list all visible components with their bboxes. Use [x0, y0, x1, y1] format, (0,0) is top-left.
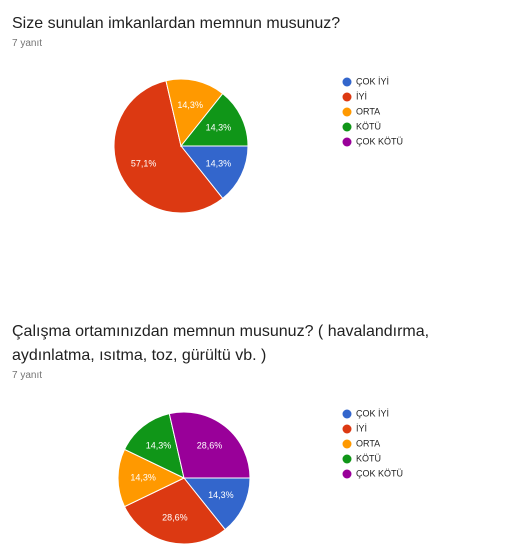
legend-swatch	[342, 107, 352, 117]
slice-label: 14,3%	[208, 490, 234, 500]
slice-label: 57,1%	[131, 158, 157, 168]
pie-slice	[168, 411, 251, 479]
legend-label: ORTA	[356, 106, 380, 116]
chart: 14,3% 57,1% 14,3% 14,3% ÇOK İYİ İYİ ORTA KÖTÜ ÇO…	[113, 76, 403, 214]
chart: 14,3% 28,6% 14,3% 14,3% 28,6% ÇOK İYİ İYİ ORTA K…	[117, 408, 403, 545]
legend-label: İYİ	[356, 91, 367, 101]
response-count: 7 yanıt	[12, 38, 43, 49]
legend-label: KÖTÜ	[356, 453, 381, 463]
legend-swatch	[342, 454, 352, 464]
pie-slice	[179, 92, 249, 147]
chart-block: Size sunulan imkanlardan memnun musunuz?…	[12, 15, 403, 214]
legend-swatch	[342, 469, 352, 479]
legend-label: ÇOK KÖTÜ	[356, 468, 403, 478]
legend-swatch	[342, 409, 352, 419]
question-title: Size sunulan imkanlardan memnun musunuz?	[12, 15, 341, 32]
legend-swatch	[342, 77, 352, 87]
legend-label: İYİ	[356, 423, 367, 433]
legend-swatch	[342, 92, 352, 102]
legend-label: KÖTÜ	[356, 121, 381, 131]
legend-swatch	[342, 424, 352, 434]
pie-slice	[179, 145, 249, 200]
question-title: Çalışma ortamınızdan memnun musunuz? ( h…	[12, 323, 430, 364]
pie-slice	[123, 413, 185, 479]
pie-slice	[182, 477, 251, 531]
legend-swatch	[342, 439, 352, 449]
slice-label: 14,3%	[177, 100, 203, 110]
legend-swatch	[342, 137, 352, 147]
legend-label: ÇOK İYİ	[356, 408, 389, 418]
legend-label: ÇOK KÖTÜ	[356, 136, 403, 146]
legend-swatch	[342, 122, 352, 132]
legend-label: ORTA	[356, 438, 380, 448]
slice-label: 14,3%	[130, 472, 156, 482]
slice-label: 14,3%	[206, 122, 232, 132]
response-count: 7 yanıt	[12, 370, 43, 381]
slice-label: 14,3%	[206, 158, 232, 168]
slice-label: 28,6%	[197, 440, 223, 450]
pie-slice	[117, 448, 186, 508]
slice-label: 28,6%	[162, 512, 188, 522]
legend-label: ÇOK İYİ	[356, 76, 389, 86]
pie-slice	[113, 80, 224, 214]
chart-block: Çalışma ortamınızdan memnun musunuz? ( h…	[0, 310, 514, 556]
pie-slice	[123, 477, 226, 545]
slice-label: 14,3%	[146, 440, 172, 450]
pie-slice	[165, 78, 224, 148]
